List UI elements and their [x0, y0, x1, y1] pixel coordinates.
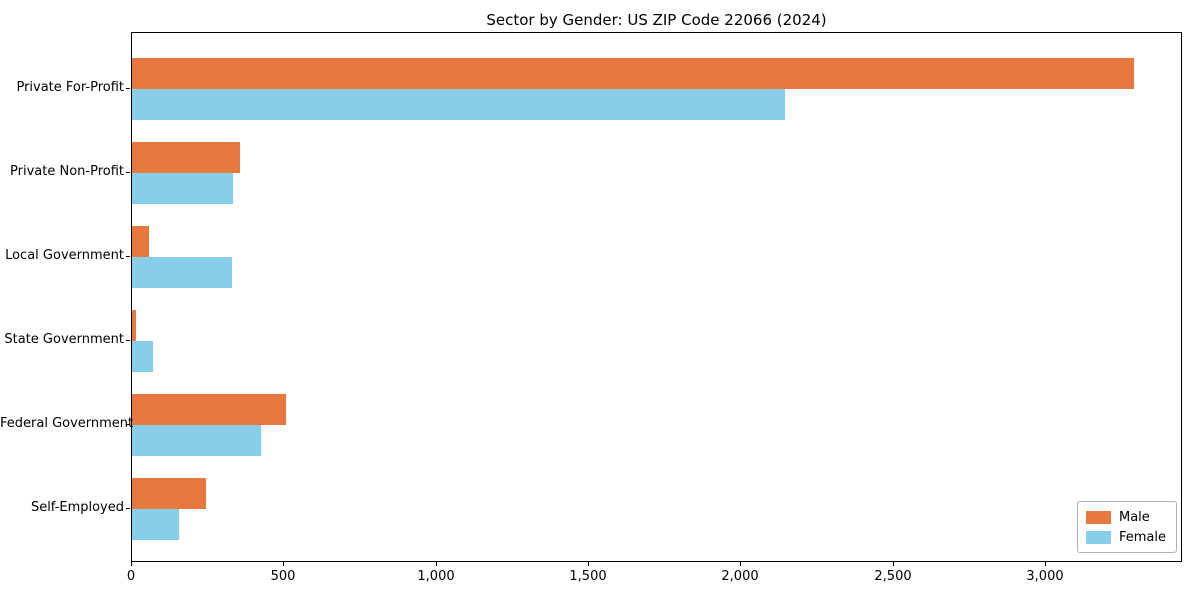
x-tick-mark — [893, 562, 894, 566]
bar-female-federal-government — [132, 425, 261, 456]
y-tick-mark — [126, 340, 130, 341]
y-tick-mark — [126, 172, 130, 173]
bar-male-self-employed — [132, 478, 206, 509]
y-tick-label: State Government — [4, 332, 124, 347]
x-tick-label: 1,000 — [417, 569, 455, 584]
y-tick-mark — [126, 256, 130, 257]
x-tick-mark — [740, 562, 741, 566]
bar-female-self-employed — [132, 509, 179, 540]
bar-male-private-for-profit — [132, 58, 1134, 89]
x-tick-mark — [588, 562, 589, 566]
legend-label: Female — [1118, 529, 1166, 545]
x-tick-mark — [131, 562, 132, 566]
x-tick-label: 1,500 — [569, 569, 607, 584]
y-tick-mark — [126, 88, 130, 89]
y-tick-label: Private Non-Profit — [10, 164, 124, 179]
bar-male-federal-government — [132, 394, 286, 425]
bar-female-private-non-profit — [132, 173, 233, 204]
bar-male-local-government — [132, 226, 149, 257]
x-tick-label: 2,500 — [874, 569, 912, 584]
y-tick-label: Self-Employed — [30, 500, 124, 515]
x-tick-label: 0 — [126, 569, 136, 584]
x-tick-mark — [283, 562, 284, 566]
x-tick-mark — [1045, 562, 1046, 566]
x-tick-label: 2,000 — [721, 569, 759, 584]
bar-male-state-government — [132, 310, 136, 341]
bar-female-private-for-profit — [132, 89, 785, 120]
y-tick-label: Local Government — [5, 248, 124, 263]
legend-swatch-male — [1085, 510, 1111, 524]
legend-swatch-female — [1085, 530, 1111, 544]
legend-item-male: Male — [1085, 507, 1166, 527]
legend-label: Male — [1118, 509, 1150, 525]
y-tick-label: Federal Government — [0, 416, 134, 431]
legend: Male Female — [1076, 501, 1177, 553]
bar-female-state-government — [132, 341, 153, 372]
y-axis-labels: Private For-Profit Private Non-Profit Loca… — [0, 32, 134, 562]
y-tick-label: Private For-Profit — [16, 80, 124, 95]
bar-female-local-government — [132, 257, 232, 288]
x-tick-label: 3,000 — [1026, 569, 1064, 584]
chart-title: Sector by Gender: US ZIP Code 22066 (202… — [486, 11, 827, 29]
y-tick-mark — [126, 424, 130, 425]
legend-item-female: Female — [1085, 527, 1166, 547]
plot-area: Male Female — [131, 32, 1182, 562]
y-tick-mark — [126, 508, 130, 509]
x-tick-label: 500 — [270, 569, 296, 584]
bar-male-private-non-profit — [132, 142, 240, 173]
x-axis: 0 500 1,000 1,500 2,000 2,500 3,000 — [127, 561, 1182, 600]
x-tick-mark — [436, 562, 437, 566]
